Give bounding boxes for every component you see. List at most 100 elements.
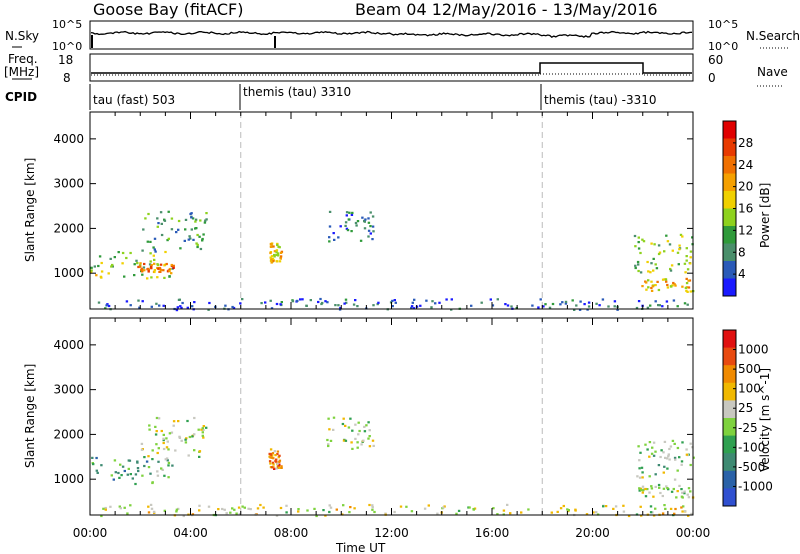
velocity-cell	[170, 431, 174, 434]
power-cell	[143, 269, 146, 272]
velocity-cell	[651, 511, 654, 514]
velocity-colorbar-segment	[723, 330, 736, 349]
velocity-cell	[644, 443, 647, 446]
velocity-cell	[685, 448, 688, 451]
velocity-cell	[674, 507, 677, 511]
power-cell	[583, 303, 586, 306]
power-cell	[332, 232, 335, 235]
velocity-cell	[275, 460, 278, 464]
velocity-cell	[638, 467, 641, 470]
power-cell	[133, 263, 136, 266]
velocity-cell	[147, 505, 150, 508]
power-cell	[270, 307, 274, 310]
power-cell	[595, 302, 598, 305]
velocity-cell	[278, 466, 281, 469]
velocity-cell	[680, 460, 684, 463]
power-cell	[113, 256, 116, 259]
velocity-cell	[141, 474, 144, 477]
power-colorbar-segment	[723, 121, 736, 139]
velocity-cell	[354, 423, 357, 426]
power-cell	[153, 270, 156, 274]
power-cell	[689, 256, 692, 259]
velocity-cell	[342, 439, 346, 442]
power-cell	[156, 263, 160, 267]
power-cell	[670, 264, 674, 267]
velocity-cell	[167, 448, 170, 451]
power-cell	[356, 220, 360, 223]
velocity-cell	[182, 514, 185, 518]
velocity-cell	[273, 467, 276, 470]
power-cell	[496, 298, 499, 301]
power-cell	[666, 240, 670, 243]
power-cell	[270, 255, 274, 258]
velocity-cell	[118, 476, 121, 479]
station-title: Goose Bay (fitACF)	[93, 0, 243, 19]
power-cell	[149, 240, 152, 243]
velocity-cell	[274, 454, 277, 457]
velocity-cell	[680, 488, 683, 491]
noise-panel: N.Sky 10^5 10^0 10^5 10^0 N.Search	[5, 18, 800, 53]
velocity-cell	[562, 504, 565, 508]
velocity-cell	[672, 487, 675, 491]
velocity-cell	[201, 434, 204, 437]
velocity-cell	[443, 505, 446, 508]
velocity-cell	[341, 422, 345, 426]
velocity-cell	[681, 491, 684, 494]
velocity-cell	[134, 482, 137, 486]
velocity-cell	[207, 505, 211, 508]
power-cell	[657, 244, 661, 247]
velocity-cell	[689, 442, 692, 445]
velocity-cell	[602, 505, 605, 508]
power-cell	[633, 234, 637, 238]
power-cell	[279, 255, 283, 258]
velocity-cell	[275, 514, 279, 517]
power-cell	[544, 303, 547, 306]
power-cell	[669, 267, 672, 271]
power-cell	[191, 217, 195, 220]
power-cell	[450, 308, 453, 311]
power-cell	[639, 271, 643, 274]
power-cell	[649, 304, 652, 307]
velocity-cell	[315, 514, 318, 518]
velocity-cell	[256, 507, 260, 510]
velocity-cell	[221, 507, 224, 511]
power-cell	[232, 306, 236, 310]
velocity-cell	[686, 493, 689, 496]
power-cell	[160, 222, 163, 225]
velocity-cell	[273, 450, 276, 453]
velocity-cell	[136, 467, 140, 470]
power-cell	[175, 309, 179, 312]
power-cell	[159, 269, 163, 272]
power-cell	[164, 250, 167, 254]
power-cell	[152, 246, 155, 249]
velocity-cell	[663, 465, 666, 468]
power-cell	[377, 301, 380, 304]
power-cell	[93, 265, 96, 268]
velocity-cell	[123, 506, 126, 509]
power-cell	[668, 243, 672, 246]
velocity-cell	[351, 447, 354, 450]
power-cell	[269, 259, 273, 262]
velocity-cell	[193, 433, 196, 436]
velocity-cell	[184, 438, 187, 441]
power-cell	[393, 299, 396, 302]
power-cell	[153, 258, 156, 261]
velocity-cell	[675, 496, 678, 499]
velocity-cell	[279, 506, 283, 510]
velocity-cell	[372, 444, 375, 447]
velocity-cell	[371, 506, 374, 509]
velocity-cell	[399, 505, 403, 508]
velocity-cell	[280, 465, 283, 468]
power-cell	[159, 267, 162, 270]
velocity-cell	[639, 487, 643, 490]
velocity-y-ticks: 1000 2000 3000 4000	[53, 318, 694, 515]
power-echo-patch	[269, 242, 284, 264]
velocity-cell	[278, 459, 282, 462]
power-cell	[204, 219, 207, 222]
cpid-mode-2: themis (tau) 3310	[243, 85, 351, 99]
velocity-cell	[357, 421, 360, 424]
velocity-cell	[641, 471, 644, 474]
power-cell	[345, 227, 349, 230]
power-cell	[153, 237, 157, 240]
velocity-cell	[197, 428, 200, 431]
